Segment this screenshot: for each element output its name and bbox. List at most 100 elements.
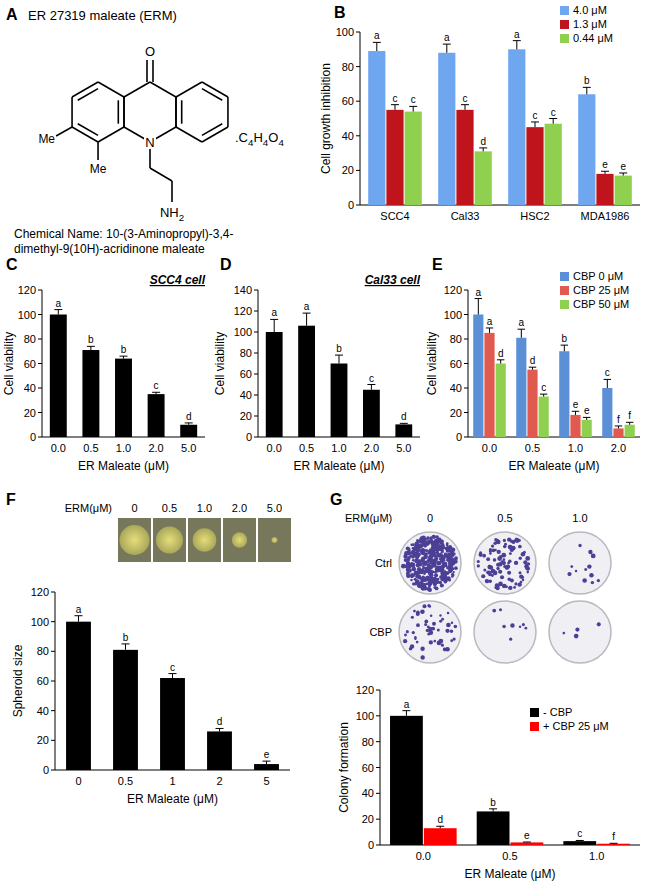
y-tick (254, 332, 258, 333)
colonies (492, 608, 527, 641)
y-tick (464, 412, 468, 413)
y-tick (51, 651, 55, 652)
error-cap (373, 42, 381, 43)
error-bar (489, 328, 490, 333)
error-cap (122, 643, 130, 644)
colony (433, 547, 437, 551)
colony (477, 560, 480, 563)
bar (386, 110, 403, 205)
error-cap (576, 840, 584, 841)
colony (519, 575, 523, 579)
y-tick-label: 100 (336, 26, 354, 38)
error-cap (475, 298, 482, 299)
y-tick-label: 40 (450, 382, 462, 394)
significance-letter: a (374, 30, 380, 41)
y-tick (254, 395, 258, 396)
significance-letter: a (76, 604, 82, 615)
colony (406, 547, 410, 551)
colony (432, 535, 436, 539)
bar (363, 390, 380, 437)
error-cap (87, 346, 95, 347)
error-cap (216, 728, 224, 729)
colony (493, 559, 495, 561)
colony (526, 571, 529, 574)
bars (266, 313, 412, 437)
image-label: ERM(μM) (65, 502, 112, 514)
y-tick (376, 767, 380, 768)
y-axis-label: Colony formation (337, 722, 351, 813)
x-tick-label: 5 (263, 775, 269, 787)
plate (549, 601, 611, 663)
dose-label: 0.5 (162, 502, 177, 514)
bond (152, 60, 154, 82)
colony (412, 631, 415, 634)
colony (507, 562, 510, 565)
significance-letter: e (602, 159, 608, 170)
error-cap (54, 309, 62, 310)
bond (98, 82, 124, 97)
colony (439, 639, 444, 644)
colony (424, 588, 427, 591)
significance-letter: c (541, 382, 546, 393)
colony (503, 545, 507, 549)
colony (578, 544, 581, 547)
x-axis-label: ER Maleate (μM) (465, 867, 556, 881)
chem-run: .C (235, 130, 248, 145)
spheroid (120, 525, 150, 555)
plate (474, 601, 536, 663)
bar (148, 394, 165, 437)
significance-letter: b (584, 75, 590, 86)
letters: abbcd (56, 298, 192, 422)
error-cap (513, 40, 521, 41)
colony (447, 612, 450, 615)
y-tick (356, 135, 360, 136)
y-tick (254, 374, 258, 375)
chart-bar: G020406080100120abcdef0.00.51.0ER Maleat… (330, 491, 640, 881)
colony (519, 557, 522, 560)
colony (416, 548, 420, 552)
x-tick-label: 1.0 (116, 442, 131, 454)
colony (435, 558, 438, 561)
bar (545, 124, 562, 205)
colony (416, 641, 419, 644)
colony (446, 576, 451, 581)
x-tick-label: 0.5 (299, 442, 314, 454)
colony (446, 571, 449, 574)
colony (434, 574, 438, 578)
y-tick (38, 388, 42, 389)
colony (424, 619, 428, 623)
x-tick-label: MDA1986 (581, 210, 630, 222)
significance-letter: d (498, 348, 504, 359)
colony (489, 548, 492, 551)
error-cap (531, 121, 539, 122)
colony (418, 585, 422, 589)
colony (502, 625, 505, 628)
error-bar (521, 329, 522, 338)
significance-letter: e (524, 830, 530, 841)
colony (527, 568, 530, 571)
x-tick-label: 1.0 (589, 850, 604, 862)
x-tick-label: 1.0 (331, 442, 346, 454)
panel-label: E (432, 256, 443, 273)
colony (420, 551, 424, 555)
y-tick-label: 40 (240, 389, 252, 401)
colony (514, 561, 518, 565)
colony (416, 581, 419, 584)
y-tick (38, 363, 42, 364)
y-tick (254, 311, 258, 312)
error-cap (626, 422, 633, 423)
x-axis-label: ER Maleate (μM) (78, 459, 169, 473)
y-axis-label: Cell viability (425, 332, 439, 395)
error-cap (540, 394, 547, 395)
colony (574, 634, 579, 639)
error-cap (75, 615, 83, 616)
spheroid (232, 532, 247, 547)
bar (516, 338, 526, 437)
bar (613, 428, 623, 437)
error-bar (371, 385, 372, 390)
error-cap (152, 392, 160, 393)
y-tick-label: 20 (24, 407, 36, 419)
significance-letter: d (186, 411, 192, 422)
colony (454, 566, 458, 570)
x-tick-label: 2 (216, 775, 222, 787)
